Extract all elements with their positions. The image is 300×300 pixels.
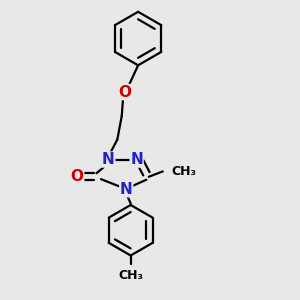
Text: N: N (102, 152, 115, 167)
Text: CH₃: CH₃ (118, 269, 143, 282)
Text: N: N (130, 152, 143, 167)
Text: CH₃: CH₃ (171, 165, 196, 178)
Text: O: O (118, 85, 131, 100)
Text: O: O (71, 169, 84, 184)
Text: N: N (120, 182, 133, 197)
